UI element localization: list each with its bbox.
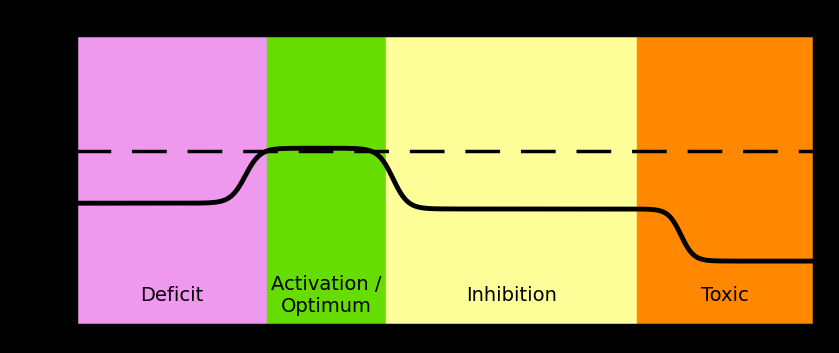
- Text: Toxic: Toxic: [701, 286, 749, 305]
- Text: Deficit: Deficit: [140, 286, 203, 305]
- Bar: [76, 35, 268, 325]
- Text: Inhibition: Inhibition: [466, 286, 556, 305]
- Bar: [268, 35, 386, 325]
- Bar: [637, 35, 814, 325]
- Text: Activation /
Optimum: Activation / Optimum: [271, 275, 382, 316]
- Bar: [386, 35, 637, 325]
